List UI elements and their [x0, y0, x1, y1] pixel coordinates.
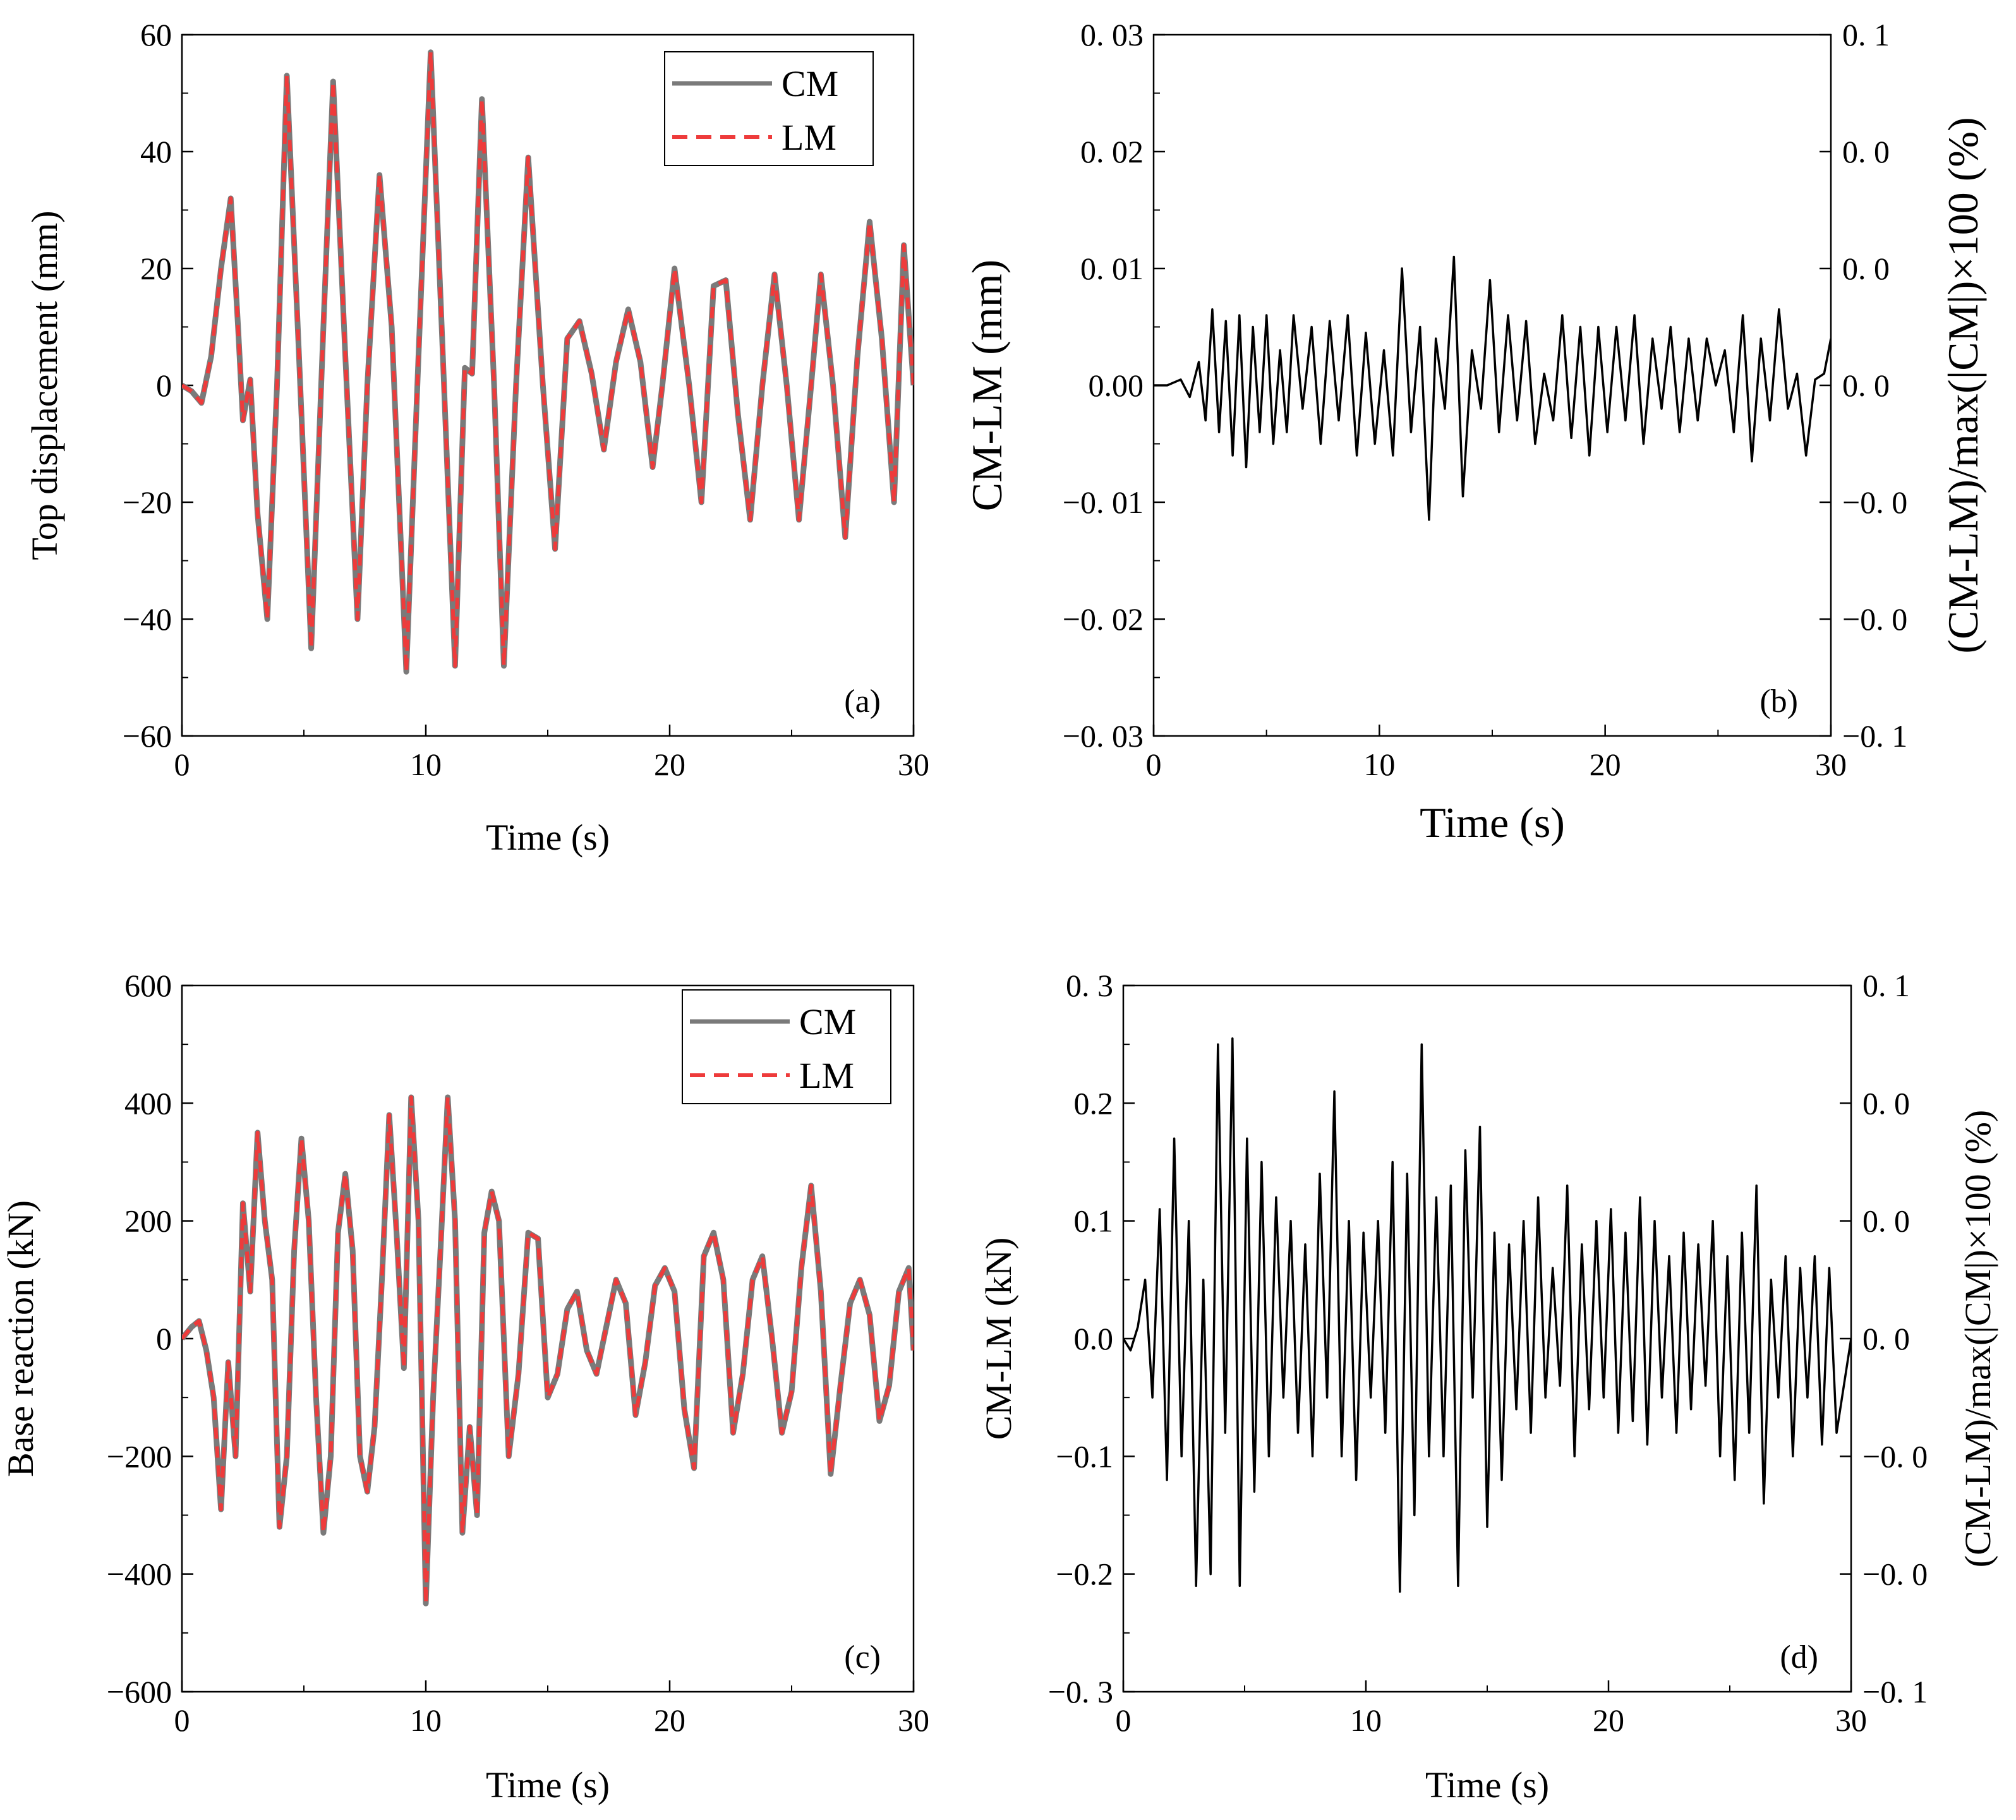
y-tick-label: 40 — [140, 134, 172, 169]
y-right-tick-label: 0. 1 — [1842, 17, 1890, 52]
y-right-tick-label: −0. 0 — [1862, 1438, 1928, 1474]
x-axis-label: Time (s) — [486, 817, 610, 858]
x-tick-label: 30 — [1835, 1702, 1867, 1738]
y-right-tick-label: 0. 0 — [1862, 1203, 1910, 1239]
x-tick-label: 20 — [1590, 747, 1621, 782]
y-tick-label: −0. 02 — [1063, 601, 1144, 637]
y-right-tick-label: 0. 0 — [1842, 251, 1890, 286]
legend-box — [682, 989, 891, 1104]
y-tick-label: 60 — [140, 17, 172, 52]
y-tick-label: 0.00 — [1089, 368, 1144, 403]
legend-label-lm: LM — [799, 1055, 854, 1096]
y-tick-label: 0. 01 — [1080, 251, 1144, 286]
y-axis-label: CM-LM (kN) — [978, 1238, 1019, 1440]
y-tick-label: −40 — [123, 601, 172, 637]
x-tick-label: 0 — [174, 1702, 190, 1738]
y-right-tick-label: −0. 0 — [1842, 601, 1907, 637]
series-line-cm — [182, 1094, 914, 1606]
panel-a: 0 10 20 30 60 40 20 0 −20 −40 −60 Time (s) Top displ… — [24, 17, 929, 858]
y-tick-label: −0. 03 — [1063, 718, 1144, 754]
y-tick-label: 0 — [156, 1321, 172, 1356]
panel-b: 0 10 20 30 0. 03 0. 02 0. 01 0.00 −0. 01 −0. 02 −0… — [963, 17, 1987, 847]
x-tick-label: 0 — [174, 747, 190, 782]
y-right-tick-label: −0. 0 — [1842, 485, 1907, 520]
x-tick-label: 0 — [1146, 747, 1162, 782]
y-tick-label: −20 — [123, 485, 172, 520]
y-tick-label: −600 — [107, 1674, 172, 1709]
x-tick-label: 0 — [1116, 1702, 1132, 1738]
x-tick-label: 20 — [1593, 1702, 1624, 1738]
x-axis-label: Time (s) — [1420, 799, 1565, 847]
x-tick-label: 10 — [410, 1702, 442, 1738]
y-tick-label: 0.2 — [1074, 1085, 1114, 1121]
y-tick-label: 0.1 — [1074, 1203, 1114, 1239]
x-tick-label: 30 — [1815, 747, 1847, 782]
y-right-axis-label: (CM-LM)/max(|CM|)×100 (%) — [1957, 1110, 1998, 1567]
x-axis-label: Time (s) — [1425, 1764, 1549, 1805]
y-right-tick-label: 0. 0 — [1842, 368, 1890, 403]
y-tick-label: 0. 02 — [1080, 134, 1144, 169]
y-tick-label: −200 — [107, 1438, 172, 1474]
y-tick-label: 20 — [140, 251, 172, 286]
y-right-tick-label: 0. 0 — [1862, 1321, 1910, 1356]
y-right-tick-label: −0. 1 — [1862, 1674, 1928, 1709]
y-tick-label: 0. 3 — [1066, 968, 1113, 1003]
y-axis-label: CM-LM (mm) — [963, 260, 1011, 512]
x-tick-label: 10 — [410, 747, 442, 782]
x-tick-label: 10 — [1363, 747, 1395, 782]
panel-label: (a) — [844, 684, 881, 720]
y-right-axis-label: (CM-LM)/max(|CM|)×100 (%) — [1939, 117, 1987, 653]
y-axis-label: Top displacement (mm) — [24, 210, 65, 560]
panel-d: 0 10 20 30 0. 3 0.2 0.1 0.0 −0.1 −0.2 −0. 3 0. 1 0. … — [978, 968, 1998, 1805]
legend-label-cm: CM — [782, 63, 838, 104]
y-tick-label: 200 — [124, 1203, 172, 1239]
y-right-tick-label: 0. 1 — [1862, 968, 1910, 1003]
y-tick-label: −0.2 — [1056, 1557, 1113, 1592]
y-tick-label: −400 — [107, 1557, 172, 1592]
series-line-cm-lm — [1154, 255, 1831, 521]
series-line-lm — [182, 50, 914, 674]
legend-box — [664, 51, 874, 166]
y-tick-label: −0. 01 — [1063, 485, 1144, 520]
series-line-cm-lm — [1123, 1037, 1851, 1593]
series-line-lm — [182, 1095, 914, 1606]
panel-label: (d) — [1780, 1639, 1818, 1675]
x-tick-label: 20 — [654, 1702, 685, 1738]
x-tick-label: 30 — [898, 1702, 929, 1738]
y-tick-label: 600 — [124, 968, 172, 1003]
y-tick-label: −60 — [123, 718, 172, 754]
panel-label: (b) — [1759, 684, 1798, 720]
legend-label-lm: LM — [782, 117, 836, 158]
y-tick-label: −0.1 — [1056, 1438, 1113, 1474]
y-tick-label: 0.0 — [1074, 1321, 1114, 1356]
y-tick-label: 400 — [124, 1085, 172, 1121]
y-right-tick-label: −0. 1 — [1842, 718, 1907, 754]
x-tick-label: 20 — [654, 747, 685, 782]
panel-label: (c) — [844, 1639, 881, 1675]
y-right-tick-label: 0. 0 — [1842, 134, 1890, 169]
legend-label-cm: CM — [799, 1001, 856, 1042]
x-tick-label: 10 — [1350, 1702, 1382, 1738]
y-tick-label: −0. 3 — [1048, 1674, 1113, 1709]
x-axis-label: Time (s) — [486, 1764, 610, 1805]
y-right-tick-label: 0. 0 — [1862, 1085, 1910, 1121]
y-axis-label: Base reaction (kN) — [0, 1200, 41, 1477]
y-right-tick-label: −0. 0 — [1862, 1557, 1928, 1592]
x-tick-label: 30 — [898, 747, 929, 782]
y-tick-label: 0 — [156, 368, 172, 403]
panel-c: 0 10 20 30 600 400 200 0 −200 −400 −600 Time (s) Bas… — [0, 968, 929, 1805]
y-tick-label: 0. 03 — [1080, 17, 1144, 52]
